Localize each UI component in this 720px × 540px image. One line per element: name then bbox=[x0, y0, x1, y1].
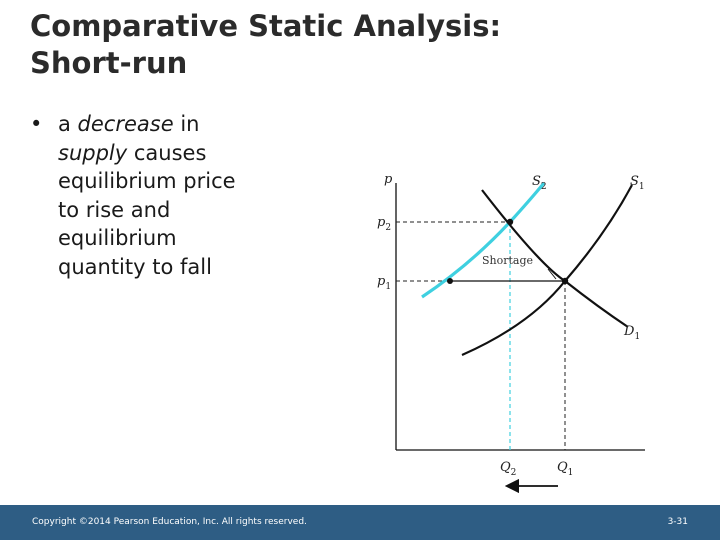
title-line-2: Short-run bbox=[30, 46, 188, 80]
title-line-1: Comparative Static Analysis: bbox=[30, 9, 502, 43]
supply-demand-graph: p p2 p1 S2 S1 D1 Q2 Q1 Shortage bbox=[377, 172, 645, 494]
equilibrium-point-old bbox=[561, 277, 569, 285]
bullet-marker: • bbox=[30, 112, 43, 136]
slide-title: Comparative Static Analysis: Short-run bbox=[30, 8, 670, 82]
bullet-text-in: in bbox=[173, 112, 200, 136]
bullet-line-6: quantity to fall bbox=[58, 254, 212, 279]
supply-curve-s1 bbox=[461, 184, 633, 357]
bullet-line-2: supply causes bbox=[58, 139, 298, 168]
y-axis-label: p bbox=[384, 172, 393, 187]
shortage-label: Shortage bbox=[482, 254, 533, 267]
shortage-start-point bbox=[447, 278, 453, 284]
bullet-text-decrease: decrease bbox=[77, 112, 174, 136]
equilibrium-point-new bbox=[506, 218, 514, 226]
bullet-line-1: a decrease in bbox=[58, 110, 298, 139]
supply-curve-s2 bbox=[421, 181, 546, 299]
p1-label: p1 bbox=[377, 274, 391, 292]
bullet-text: a decrease in supply causes equilibrium … bbox=[58, 110, 298, 281]
s2-label: S2 bbox=[532, 174, 547, 192]
q1-label: Q1 bbox=[557, 460, 573, 478]
bullet-line-5: equilibrium bbox=[58, 226, 177, 250]
copyright-text: Copyright ©2014 Pearson Education, Inc. … bbox=[32, 517, 307, 527]
bullet-line-4: to rise and bbox=[58, 197, 171, 222]
p2-label: p2 bbox=[377, 215, 391, 233]
footer-bar: Copyright ©2014 Pearson Education, Inc. … bbox=[0, 505, 720, 540]
page-number: 3-31 bbox=[667, 517, 688, 527]
q2-label: Q2 bbox=[500, 460, 516, 478]
d1-label: D1 bbox=[623, 324, 640, 342]
bullet-text-a: a bbox=[58, 112, 78, 136]
bullet-text-supply: supply bbox=[58, 140, 128, 165]
bullet-line-3: equilibrium price bbox=[58, 169, 236, 193]
bullet-text-causes: causes bbox=[127, 140, 207, 165]
s1-label: S1 bbox=[630, 174, 645, 192]
shortage-tick bbox=[547, 268, 557, 280]
